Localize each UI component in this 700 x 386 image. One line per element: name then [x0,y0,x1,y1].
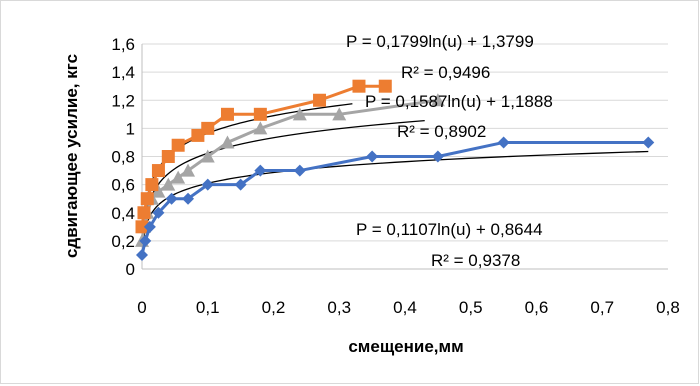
x-axis-title: смещение,мм [348,337,463,356]
tick-labels: 0 0,2 0,4 0,6 0,8 1 1,2 1,4 1,6 0 0,1 0,2 0,3 0,4 0,5 0… [111,35,679,317]
data-point [171,138,185,152]
x-tick-label: 0 [137,298,146,317]
x-tick-label: 0,3 [327,298,351,317]
data-point [497,136,510,149]
data-point [332,107,347,121]
y-axis-title: сдвигающее усилие, кгс [62,54,81,258]
y-tick-label: 0,2 [111,232,135,251]
y-tick-label: 0 [126,260,135,279]
series-square [135,79,392,234]
r2-orange: R² = 0,9496 [401,63,490,82]
data-point [152,206,165,219]
data-point [201,121,215,135]
x-tick-label: 0,4 [393,298,417,317]
data-point [182,192,195,205]
data-point [171,170,186,184]
data-point [161,150,175,163]
r2-gray: R² = 0,8902 [397,122,486,141]
data-point [200,149,215,163]
data-point [191,128,205,142]
data-point [378,79,392,93]
data-point [181,163,196,177]
data-point [430,93,445,107]
data-point [151,164,165,178]
equation-blue: P = 0,1107ln(u) + 0,8644 [356,220,543,239]
data-point [145,178,159,192]
x-tick-label: 0,2 [262,298,286,317]
r2-blue: R² = 0,9378 [431,251,520,270]
data-point [293,164,306,177]
x-tick-label: 0,6 [525,298,549,317]
data-point [137,206,151,220]
data-series [135,79,655,261]
data-point [143,220,156,233]
data-point [220,135,235,149]
series-diamond [136,136,655,261]
data-point [151,184,166,198]
y-tick-label: 0,4 [111,204,135,223]
data-point [161,177,176,191]
y-tick-label: 0,8 [111,148,135,167]
y-tick-label: 1,2 [111,91,135,110]
data-point [201,178,214,191]
x-tick-label: 0,7 [590,298,614,317]
data-point [292,107,307,121]
data-point [253,121,268,135]
trendline-equations: P = 0,1799ln(u) + 1,3799 R² = 0,9496 P =… [346,32,553,270]
data-point [431,150,444,163]
data-point [139,234,152,247]
equation-gray: P = 0,1587ln(u) + 1,1888 [365,92,553,111]
data-point [140,192,154,206]
equation-orange: P = 0,1799ln(u) + 1,3799 [346,32,534,51]
data-point [220,107,234,121]
data-point [366,150,379,163]
x-tick-label: 0,8 [656,298,680,317]
y-tick-label: 1 [126,119,135,138]
y-tick-label: 1,6 [111,35,135,54]
x-tick-label: 0,1 [196,298,220,317]
x-tick-label: 0,5 [459,298,483,317]
data-point [135,220,149,234]
data-point [253,107,267,121]
data-point [313,93,327,107]
data-point [165,192,178,205]
data-point [136,248,148,261]
y-tick-label: 1,4 [111,63,135,82]
data-point [642,136,655,149]
data-point [234,178,247,191]
data-point [254,164,267,177]
data-point [352,79,366,93]
y-tick-label: 0,6 [111,176,135,195]
